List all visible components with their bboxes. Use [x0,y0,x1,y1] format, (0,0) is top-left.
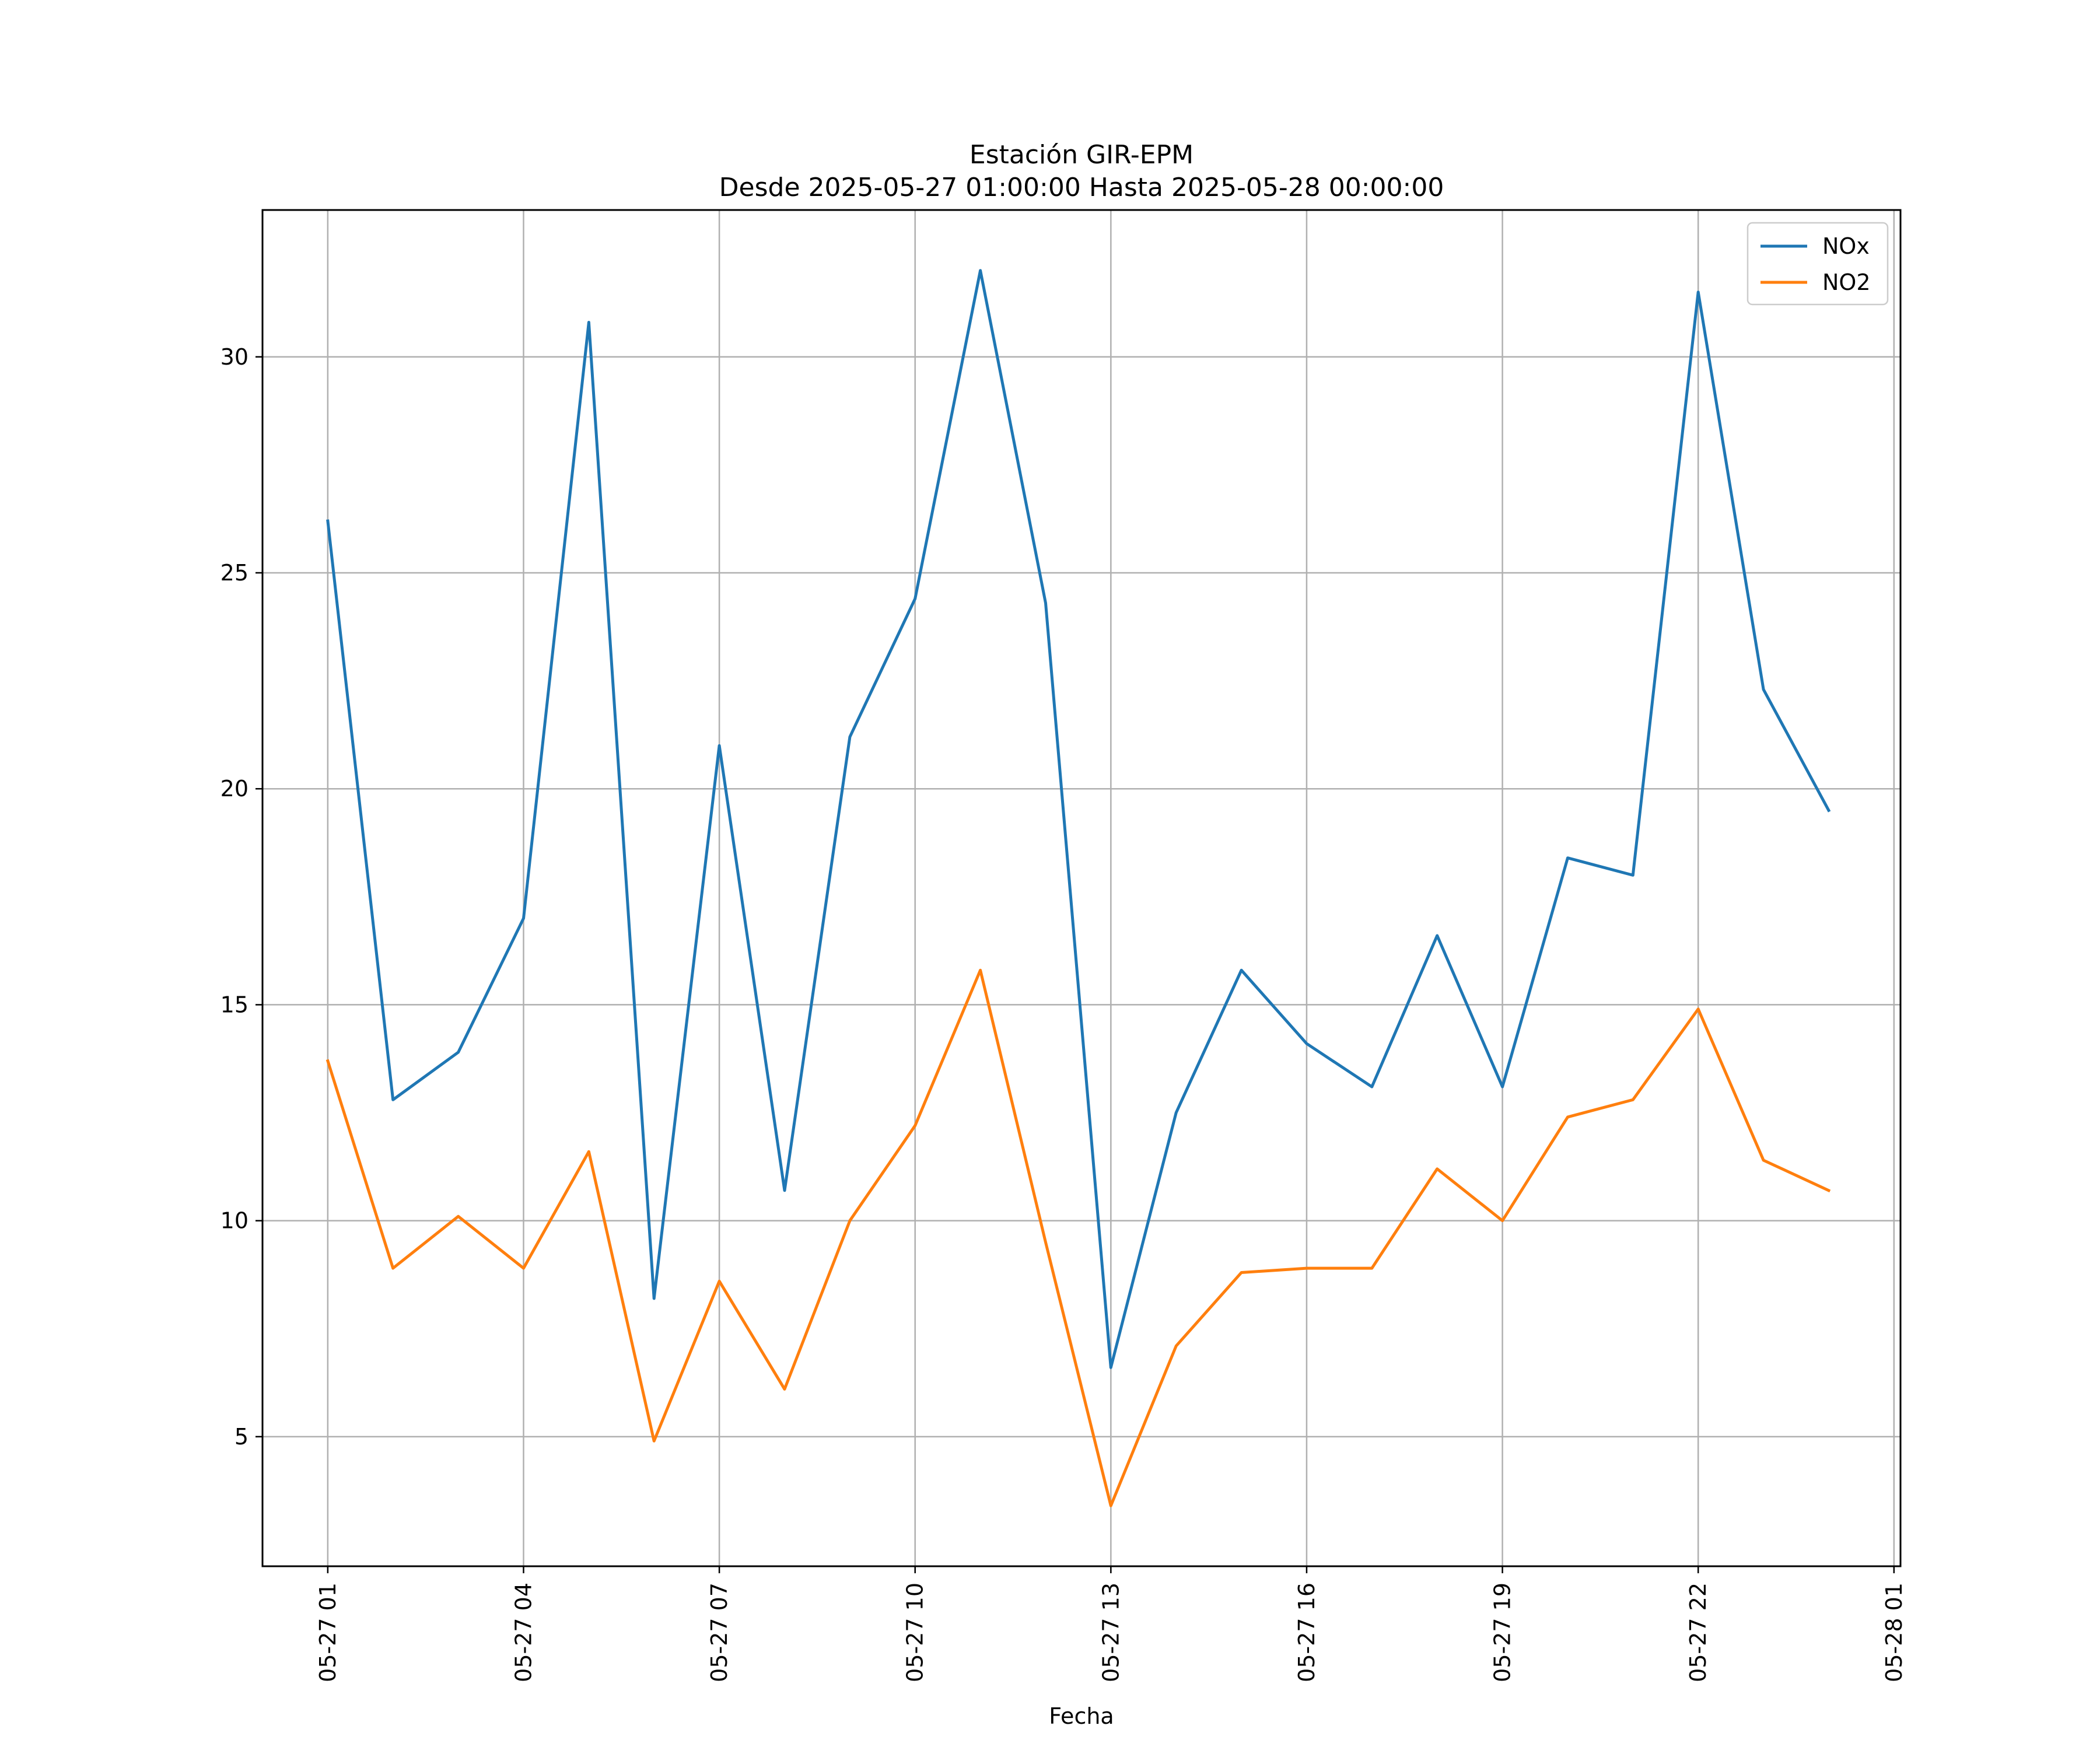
x-axis-label: Fecha [1049,1703,1114,1729]
axis-ticks: 05-27 01 05-27 04 05-27 07 05-27 10 05-27 13… [220,344,1907,1682]
series-lines [326,269,1831,1507]
y-tick-label: 5 [235,1424,249,1450]
y-tick-label: 30 [220,344,249,370]
x-tick-label: 05-27 01 [315,1583,341,1682]
x-tick-label: 05-27 22 [1685,1583,1711,1682]
y-tick-label: 10 [220,1208,249,1234]
x-tick-label: 05-27 10 [902,1583,928,1682]
series-line-no2 [326,968,1831,1507]
y-tick-label: 25 [220,560,249,586]
x-tick-label: 05-27 19 [1490,1583,1516,1682]
plot-area [261,209,1902,1567]
x-tick-label: 05-27 16 [1294,1583,1320,1682]
x-tick-label: 05-27 04 [510,1583,536,1682]
legend-frame [1746,222,1889,306]
y-tick-label: 20 [220,776,249,802]
x-tick-label: 05-27 13 [1098,1583,1124,1682]
legend-label-no2: NO2 [1822,270,1871,295]
y-tick-label: 15 [220,992,249,1017]
chart-title: Estación GIR-EPM [970,140,1194,170]
x-tick-label: 05-28 01 [1881,1583,1907,1682]
chart-subtitle: Desde 2025-05-27 01:00:00 Hasta 2025-05-… [719,173,1444,202]
x-tick-label: 05-27 07 [706,1583,732,1682]
legend: NOx NO2 [1746,222,1889,306]
legend-label-nox: NOx [1822,233,1870,259]
series-line-nox [326,269,1831,1369]
grid [262,210,1901,1566]
